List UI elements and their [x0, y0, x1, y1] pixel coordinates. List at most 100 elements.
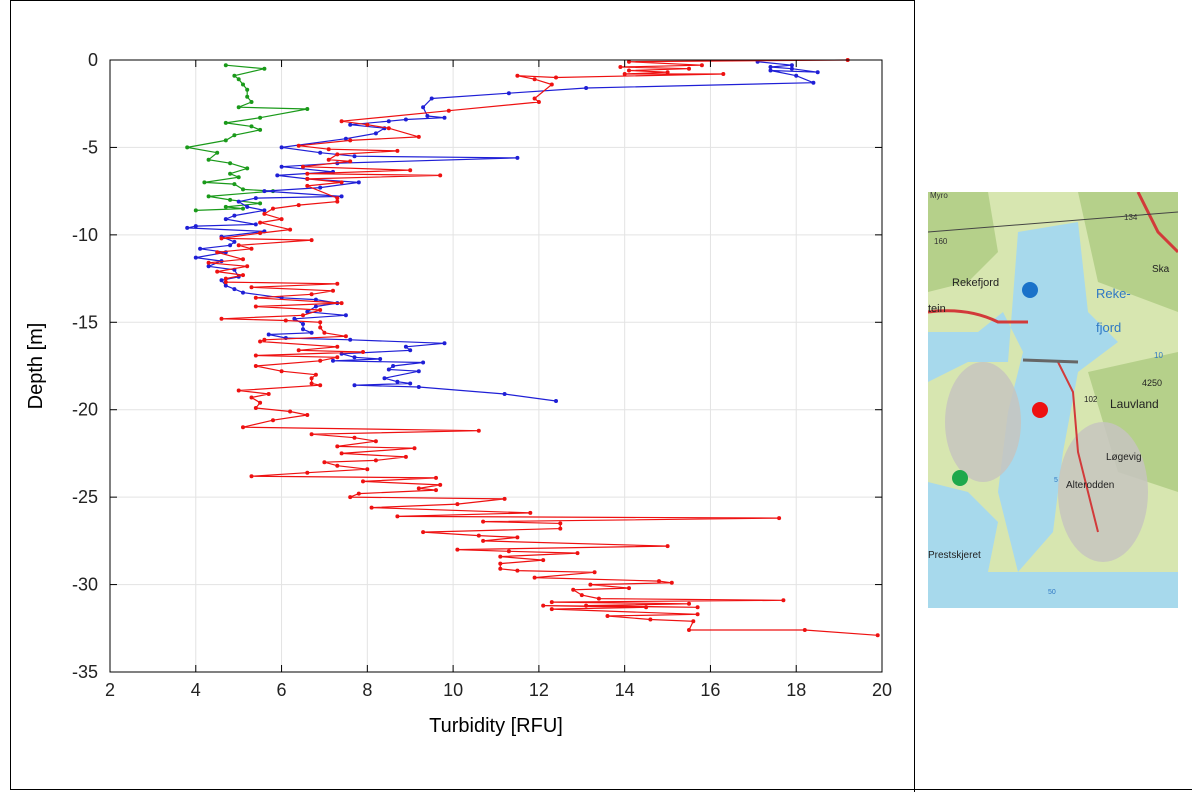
- data-point: [558, 526, 563, 531]
- data-point: [301, 327, 305, 332]
- x-tick-label: 18: [786, 680, 806, 700]
- map-label: Reke-: [1096, 286, 1131, 301]
- y-tick-label: -5: [82, 137, 98, 157]
- map-label: Alterodden: [1066, 480, 1114, 491]
- data-point: [232, 73, 237, 78]
- data-point: [627, 68, 631, 73]
- data-point: [305, 470, 310, 475]
- data-point: [408, 168, 413, 173]
- data-point: [343, 313, 348, 318]
- x-tick-label: 14: [615, 680, 635, 700]
- data-point: [455, 502, 460, 507]
- data-point: [271, 206, 275, 211]
- data-point: [258, 400, 263, 405]
- data-point: [236, 175, 241, 180]
- map-label: Ska: [1152, 264, 1170, 275]
- data-point: [223, 120, 228, 125]
- data-point: [352, 383, 357, 388]
- data-point: [592, 570, 597, 575]
- data-point: [236, 77, 241, 82]
- data-point: [219, 316, 224, 321]
- data-point: [223, 204, 228, 209]
- data-point: [408, 381, 413, 386]
- data-point: [318, 320, 323, 325]
- station-marker-green: [952, 470, 968, 486]
- figure-top-border: [10, 0, 914, 1]
- map-label: Løgevig: [1106, 452, 1142, 463]
- data-point: [343, 136, 348, 141]
- data-point: [588, 582, 593, 587]
- data-point: [699, 63, 704, 68]
- data-point: [249, 474, 254, 479]
- data-point: [335, 355, 340, 360]
- data-point: [584, 603, 589, 608]
- data-point: [695, 612, 700, 617]
- data-point: [258, 115, 263, 120]
- map-rock: [945, 362, 1021, 482]
- data-point: [416, 369, 421, 374]
- data-point: [515, 155, 520, 160]
- data-point: [331, 358, 335, 363]
- data-point: [262, 66, 267, 71]
- data-point: [695, 605, 700, 610]
- data-point: [352, 154, 357, 159]
- data-point: [206, 194, 211, 199]
- data-point: [815, 70, 820, 75]
- data-point: [721, 72, 726, 76]
- data-point: [425, 114, 430, 118]
- data-point: [687, 628, 691, 632]
- data-point: [429, 96, 434, 101]
- data-point: [657, 579, 661, 584]
- data-point: [232, 133, 237, 138]
- data-point: [253, 295, 258, 300]
- data-point: [236, 388, 241, 393]
- data-point: [549, 82, 554, 87]
- map-road: [1057, 361, 1099, 533]
- data-point: [669, 580, 674, 585]
- data-point: [532, 96, 537, 101]
- data-point: [253, 196, 258, 201]
- data-point: [412, 446, 417, 451]
- map-water: [928, 222, 1118, 572]
- data-point: [309, 330, 314, 335]
- map-water: [928, 482, 998, 592]
- data-point: [498, 561, 503, 566]
- data-point: [665, 544, 670, 549]
- data-point: [313, 297, 318, 302]
- data-point: [193, 255, 198, 260]
- data-point: [223, 283, 228, 288]
- data-point: [245, 204, 250, 209]
- data-point: [309, 376, 314, 381]
- map-label: Myro: [930, 192, 948, 200]
- data-point: [249, 285, 254, 290]
- y-tick-label: -15: [72, 312, 98, 332]
- data-point: [326, 157, 331, 162]
- chart-ticks: 2 4 6 8 10 12 14 16 18 20 0 -5 -10 -15 -20 -25 -30 -35: [72, 50, 892, 700]
- data-point: [395, 514, 400, 519]
- map-label: 10: [1154, 351, 1163, 360]
- data-point: [502, 392, 507, 396]
- data-point: [515, 535, 520, 540]
- data-point: [249, 100, 254, 104]
- data-point: [335, 199, 340, 204]
- x-tick-label: 6: [277, 680, 287, 700]
- data-point: [532, 575, 537, 580]
- data-point: [232, 182, 237, 187]
- data-point: [313, 372, 318, 377]
- data-point: [434, 488, 438, 493]
- map-rock: [1058, 422, 1148, 562]
- data-point: [206, 157, 211, 162]
- data-point: [498, 566, 503, 571]
- map-road: [928, 309, 1028, 324]
- data-point: [236, 243, 241, 248]
- data-point: [249, 124, 254, 129]
- data-point: [438, 173, 443, 178]
- x-tick-label: 20: [872, 680, 892, 700]
- data-point: [241, 273, 245, 278]
- data-point: [279, 217, 284, 222]
- data-point: [498, 554, 503, 559]
- x-tick-label: 2: [105, 680, 115, 700]
- data-point: [352, 435, 357, 440]
- map-label: Lauvland: [1110, 397, 1159, 411]
- data-point: [532, 77, 537, 82]
